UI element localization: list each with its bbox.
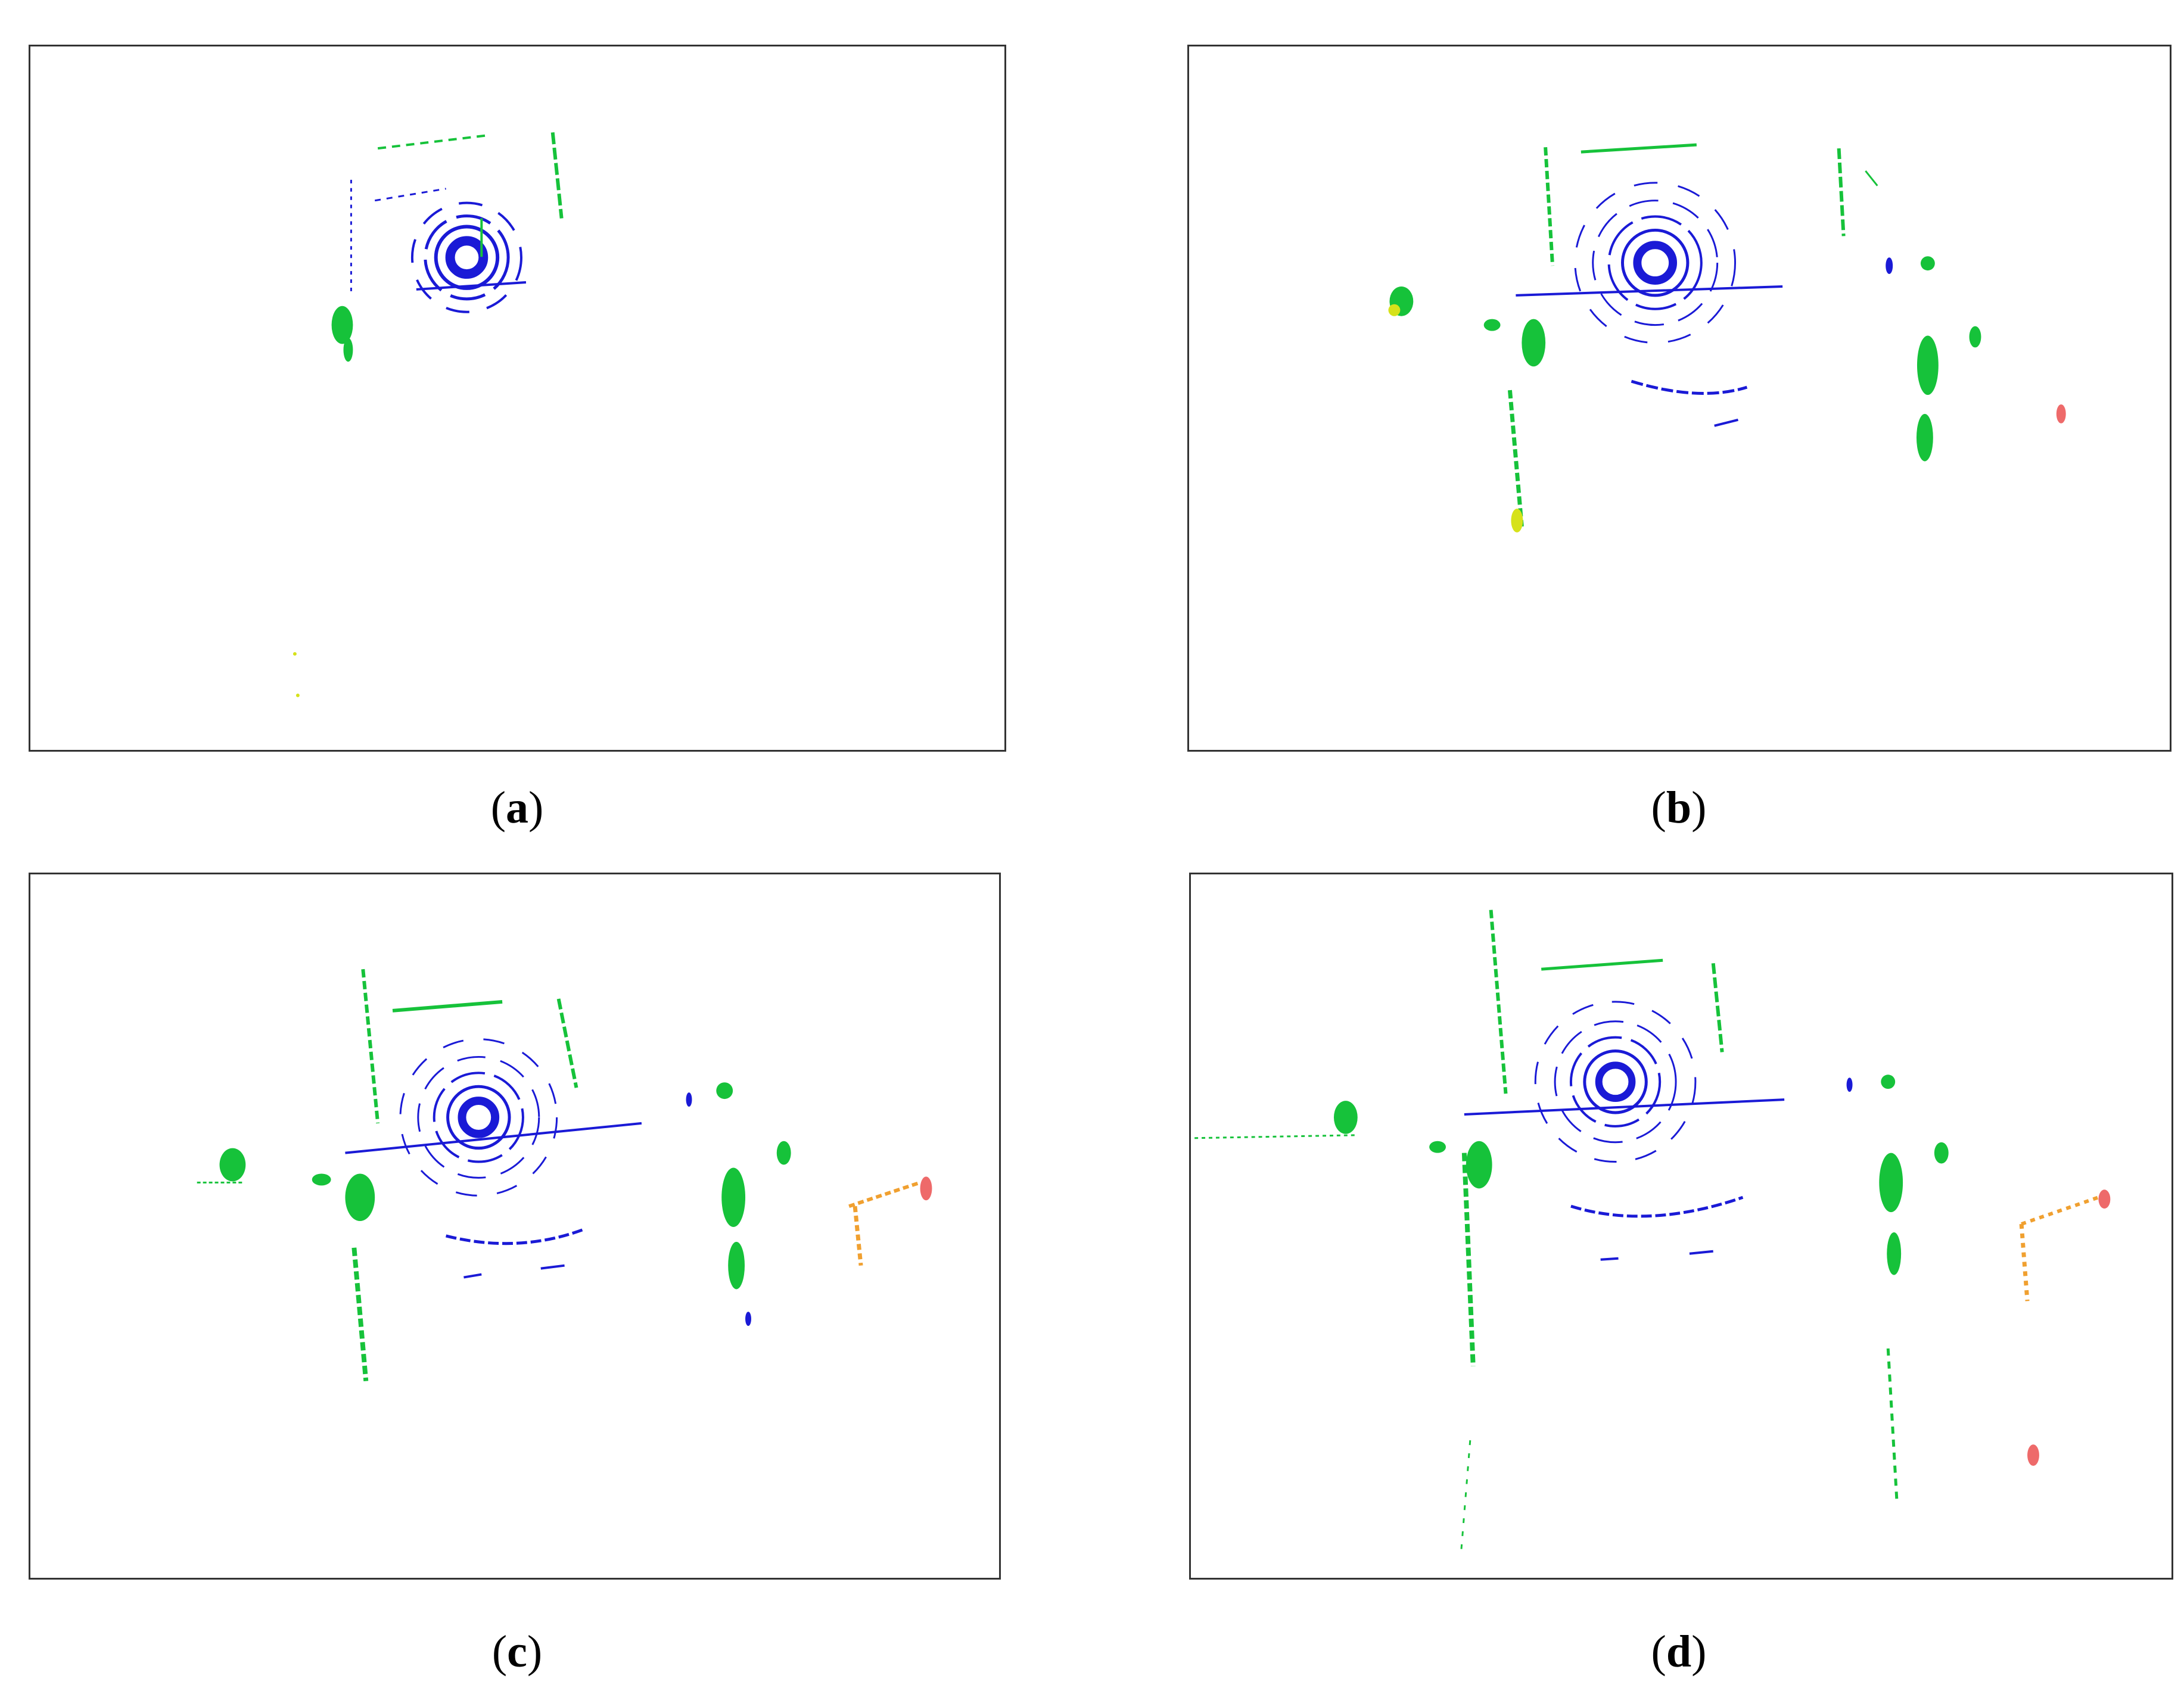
caption-c: (c): [491, 1627, 543, 1677]
point-cloud-panel-c: [29, 873, 1001, 1580]
point-cloud-panel-d: [1189, 873, 2173, 1580]
point-cloud-scan-b: [1388, 143, 2066, 532]
point-cloud-scan-d: [1194, 910, 2111, 1550]
point-cloud-scan-a: [293, 132, 564, 697]
caption-b: (b): [1651, 783, 1707, 833]
caption-d: (d): [1651, 1627, 1707, 1677]
point-cloud-scan-c: [197, 968, 932, 1382]
point-cloud-panel-b: [1187, 45, 2171, 752]
point-cloud-panel-a: [29, 45, 1006, 752]
caption-a: (a): [490, 783, 544, 833]
